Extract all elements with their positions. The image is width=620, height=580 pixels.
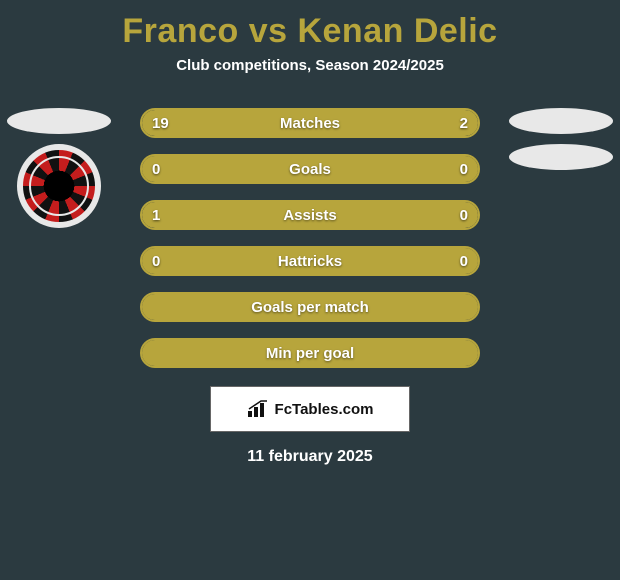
stat-label: Min per goal [142, 340, 478, 366]
stat-row-min-per-goal: Min per goal [140, 338, 480, 368]
subtitle: Club competitions, Season 2024/2025 [0, 57, 620, 74]
stat-value-right: 0 [460, 202, 468, 228]
stat-row-goals-per-match: Goals per match [140, 292, 480, 322]
content-area: 19 Matches 2 0 Goals 0 1 Assists 0 0 Hat… [0, 108, 620, 466]
brand-box: FcTables.com [210, 386, 410, 432]
player-left-column [4, 108, 114, 228]
stat-label: Hattricks [142, 248, 478, 274]
stat-value-right: 0 [460, 156, 468, 182]
page-title: Franco vs Kenan Delic [0, 0, 620, 51]
stat-label: Goals [142, 156, 478, 182]
stat-row-matches: 19 Matches 2 [140, 108, 480, 138]
stat-bars: 19 Matches 2 0 Goals 0 1 Assists 0 0 Hat… [140, 108, 480, 368]
chart-icon [247, 400, 269, 418]
stat-row-assists: 1 Assists 0 [140, 200, 480, 230]
player-left-ellipse [7, 108, 111, 134]
stat-value-right: 2 [460, 110, 468, 136]
stat-row-hattricks: 0 Hattricks 0 [140, 246, 480, 276]
stat-label: Matches [142, 110, 478, 136]
player-right-ellipse [509, 108, 613, 134]
brand-text: FcTables.com [275, 401, 374, 418]
stat-label: Goals per match [142, 294, 478, 320]
stat-label: Assists [142, 202, 478, 228]
stat-value-right: 0 [460, 248, 468, 274]
date-text: 11 february 2025 [0, 448, 620, 466]
player-right-column [506, 108, 616, 170]
stat-row-goals: 0 Goals 0 [140, 154, 480, 184]
player-left-club-logo [17, 144, 101, 228]
player-right-ellipse-2 [509, 144, 613, 170]
